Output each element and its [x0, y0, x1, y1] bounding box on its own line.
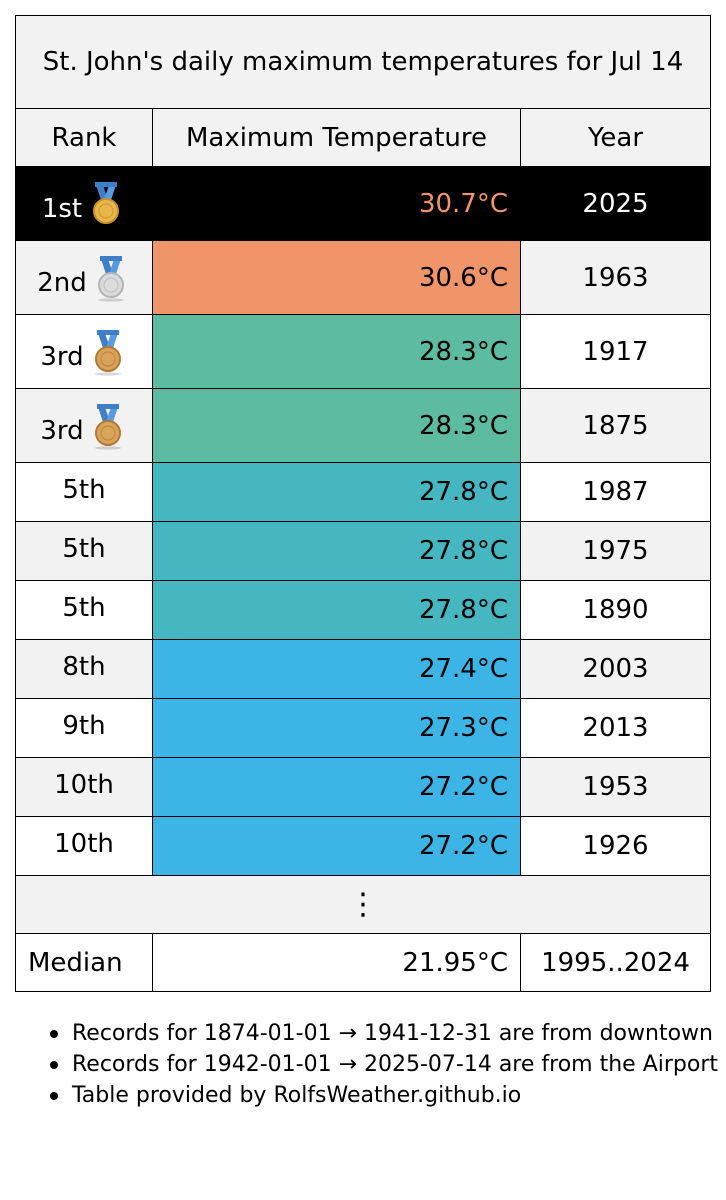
ellipsis: ⋮: [14, 875, 712, 934]
year-cell: 1890: [519, 580, 712, 640]
rank-label: 1st: [41, 193, 83, 224]
year-cell: 1926: [519, 816, 712, 876]
temperature-cell: 27.4°C: [152, 639, 521, 699]
rank-cell: 1st: [15, 166, 153, 241]
temperature-cell: 28.3°C: [152, 388, 521, 463]
temperature-cell: 30.7°C: [152, 166, 521, 241]
temperature-cell: 27.8°C: [152, 462, 521, 522]
temperature-cell: 27.8°C: [152, 580, 521, 640]
table-title: St. John's daily maximum temperatures fo…: [14, 15, 712, 109]
table-row: 1st 30.7°C 2025: [15, 166, 712, 241]
temperature-cell: 27.2°C: [152, 816, 521, 876]
rank-cell: 10th: [15, 816, 153, 876]
year-cell: 2013: [519, 698, 712, 758]
year-cell: 1975: [519, 521, 712, 581]
year-cell: 1987: [519, 462, 712, 522]
median-row: Median 21.95°C 1995..2024: [15, 933, 712, 992]
rank-cell: 5th: [15, 521, 153, 581]
year-cell: 2025: [519, 166, 712, 241]
note-item: Records for 1874-01-01 → 1941-12-31 are …: [50, 1018, 722, 1049]
rank-cell: 8th: [15, 639, 153, 699]
temperature-cell: 30.6°C: [152, 240, 521, 315]
rank-label: 5th: [62, 534, 106, 564]
rank-label: 8th: [62, 652, 106, 682]
bullet-icon: [50, 1030, 58, 1038]
header-year: Year: [519, 108, 712, 167]
rank-label: 10th: [54, 770, 114, 800]
temperature-cell: 28.3°C: [152, 314, 521, 389]
rank-label: 3rd: [40, 341, 84, 372]
note-text: Table provided by RolfsWeather.github.io: [72, 1083, 522, 1108]
bullet-icon: [50, 1061, 58, 1069]
table-row: 2nd 30.6°C 1963: [15, 240, 712, 315]
bronze-medal-icon: [88, 402, 128, 450]
rank-label: 9th: [62, 711, 106, 741]
median-period: 1995..2024: [519, 933, 712, 992]
rank-cell: 10th: [15, 757, 153, 817]
median-label: Median: [15, 933, 153, 992]
year-cell: 2003: [519, 639, 712, 699]
title-row: St. John's daily maximum temperatures fo…: [14, 15, 712, 109]
rank-label: 10th: [54, 829, 114, 859]
table-title-text: St. John's daily maximum temperatures fo…: [42, 47, 684, 77]
temperature-cell: 27.8°C: [152, 521, 521, 581]
header-rank: Rank: [15, 108, 153, 167]
bronze-medal-icon: [88, 328, 128, 376]
rank-cell: 9th: [15, 698, 153, 758]
year-cell: 1953: [519, 757, 712, 817]
notes-list: Records for 1874-01-01 → 1941-12-31 are …: [42, 1018, 722, 1111]
rank-label: 3rd: [40, 415, 84, 446]
record-rows: 1st 30.7°C 2025 2nd 30.6°C 1963 3rd 28.3°C 1917 3…: [15, 166, 712, 876]
temperature-cell: 27.3°C: [152, 698, 521, 758]
year-cell: 1963: [519, 240, 712, 315]
note-item: Records for 1942-01-01 → 2025-07-14 are …: [50, 1049, 722, 1080]
rank-label: 5th: [62, 475, 106, 505]
rank-cell: 2nd: [15, 240, 153, 315]
table-row: 3rd 28.3°C 1875: [15, 388, 712, 463]
rank-cell: 3rd: [15, 314, 153, 389]
rank-label: 5th: [62, 593, 106, 623]
rank-label: 2nd: [37, 267, 87, 298]
ellipsis-row: ⋮: [14, 875, 712, 934]
year-cell: 1917: [519, 314, 712, 389]
records-table: St. John's daily maximum temperatures fo…: [14, 15, 712, 992]
median-temperature: 21.95°C: [152, 933, 521, 992]
table-row: 5th 27.8°C 1890: [15, 580, 712, 640]
bullet-icon: [50, 1092, 58, 1100]
table-row: 8th 27.4°C 2003: [15, 639, 712, 699]
rank-cell: 5th: [15, 580, 153, 640]
table-row: 10th 27.2°C 1926: [15, 816, 712, 876]
table-row: 5th 27.8°C 1975: [15, 521, 712, 581]
silver-medal-icon: [91, 254, 131, 302]
table-row: 10th 27.2°C 1953: [15, 757, 712, 817]
header-temperature: Maximum Temperature: [152, 108, 521, 167]
note-text: Records for 1874-01-01 → 1941-12-31 are …: [72, 1021, 713, 1046]
note-item: Table provided by RolfsWeather.github.io: [50, 1080, 722, 1111]
table-row: 3rd 28.3°C 1917: [15, 314, 712, 389]
table-row: 9th 27.3°C 2013: [15, 698, 712, 758]
gold-medal-icon: [86, 180, 126, 228]
note-text: Records for 1942-01-01 → 2025-07-14 are …: [72, 1052, 718, 1077]
header-row: Rank Maximum Temperature Year: [15, 108, 712, 167]
table-row: 5th 27.8°C 1987: [15, 462, 712, 522]
year-cell: 1875: [519, 388, 712, 463]
rank-cell: 3rd: [15, 388, 153, 463]
rank-cell: 5th: [15, 462, 153, 522]
temperature-cell: 27.2°C: [152, 757, 521, 817]
